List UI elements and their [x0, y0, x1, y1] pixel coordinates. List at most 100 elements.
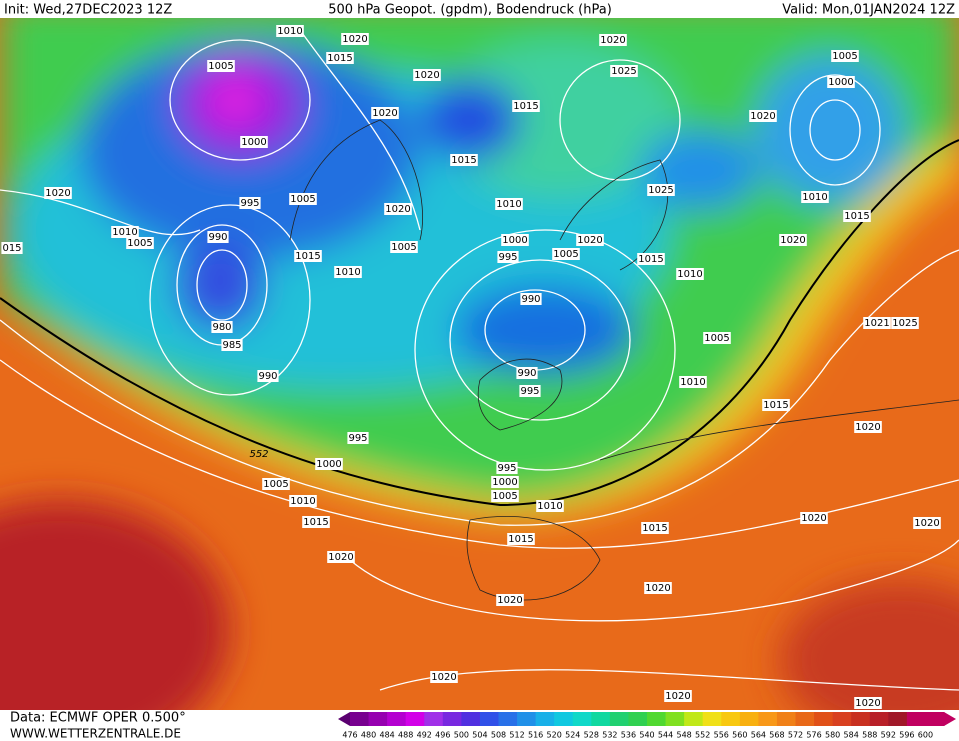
isobar-label-bg [430, 671, 458, 683]
isobar-label-bg [221, 339, 243, 351]
isobar-label: 1020 [431, 672, 456, 683]
colorbar-swatch [498, 712, 518, 726]
isobar-label: 1005 [832, 51, 857, 62]
colorbar-label: 516 [528, 731, 543, 740]
colorbar-swatch [832, 712, 852, 726]
isobar-label: 1020 [372, 108, 397, 119]
isobar-label: 1000 [502, 235, 527, 246]
colorbar-swatch [758, 712, 778, 726]
isobar-label-bg [315, 458, 343, 470]
colorbar-label: 564 [751, 731, 766, 740]
isobar-label: 1000 [492, 477, 517, 488]
isobar-label-bg [491, 490, 519, 502]
isobar-label-bg [507, 533, 535, 545]
isobar-label: 1020 [328, 552, 353, 563]
data-source: Data: ECMWF OPER 0.500° [10, 711, 186, 726]
colorbar-swatch [925, 712, 945, 726]
isobar-label-bg [497, 251, 519, 263]
colorbar-swatch [405, 712, 425, 726]
isobar-label: 1020 [342, 34, 367, 45]
colorbar-label: 500 [454, 731, 469, 740]
isobar-label-bg [512, 100, 540, 112]
colorbar-swatch [888, 712, 908, 726]
isobar-label-bg [800, 512, 828, 524]
colorbar-label: 592 [881, 731, 896, 740]
isobar-label: 1010 [290, 496, 315, 507]
colorbar-label: 588 [862, 731, 877, 740]
isobar-label: 1015 [451, 155, 476, 166]
isobar-label: 985 [222, 340, 241, 351]
isobar-label: 1020 [780, 235, 805, 246]
isobar-label-bg [239, 197, 261, 209]
colorbar-label: 544 [658, 731, 673, 740]
contour-label: 552 [249, 449, 268, 460]
isobar-label: 015 [2, 243, 21, 254]
colorbar-label: 520 [547, 731, 562, 740]
isobar-label: 1000 [316, 459, 341, 470]
colorbar-swatch [851, 712, 871, 726]
isobar-label: 1015 [642, 523, 667, 534]
colorbar-label: 496 [435, 731, 450, 740]
colorbar-swatch [665, 712, 685, 726]
colorbar-swatch [442, 712, 462, 726]
valid-label: Valid: Mon,01JAN2024 12Z [782, 3, 955, 18]
colorbar-label: 568 [769, 731, 784, 740]
colorbar-label: 596 [899, 731, 914, 740]
isobar-label-bg [552, 248, 580, 260]
isobar-label-bg [44, 187, 72, 199]
init-label: Init: Wed,27DEC2023 12Z [4, 3, 172, 18]
isobar-label-bg [599, 34, 627, 46]
isobar-label: 1015 [513, 101, 538, 112]
isobar-label: 1010 [680, 377, 705, 388]
isobar-label-bg [257, 370, 279, 382]
isobar-label-bg [913, 517, 941, 529]
colorbar-label: 484 [379, 731, 394, 740]
isobar-label-bg [111, 226, 139, 238]
isobar-label-bg [327, 551, 355, 563]
isobar-label-bg [1, 242, 23, 254]
isobar-label-bg [495, 198, 523, 210]
isobar-label: 1015 [303, 517, 328, 528]
isobar-label: 1000 [828, 77, 853, 88]
isobar-label-bg [536, 500, 564, 512]
isobar-label: 1010 [335, 267, 360, 278]
isobar-label: 1015 [763, 400, 788, 411]
isobar-label-bg [801, 191, 829, 203]
isobar-label: 1020 [600, 35, 625, 46]
colorbar-swatch [684, 712, 704, 726]
colorbar-swatch [535, 712, 555, 726]
isobar-label: 1020 [577, 235, 602, 246]
colorbar-label: 532 [602, 731, 617, 740]
isobar-label-bg [294, 250, 322, 262]
site-url: WWW.WETTERZENTRALE.DE [10, 727, 181, 741]
colorbar-swatch [554, 712, 574, 726]
colorbar-swatch [424, 712, 444, 726]
colorbar-swatch [702, 712, 722, 726]
colorbar-swatch [906, 712, 926, 726]
colorbar-label: 580 [825, 731, 840, 740]
colorbar-label: 508 [491, 731, 506, 740]
colorbar-label: 528 [584, 731, 599, 740]
colorbar-swatch [628, 712, 648, 726]
colorbar-swatch [814, 712, 834, 726]
colorbar-label: 488 [398, 731, 413, 740]
colorbar-swatch [517, 712, 537, 726]
isobar-label-bg [831, 50, 859, 62]
isobar-label: 1005 [492, 491, 517, 502]
isobar-label: 1005 [704, 333, 729, 344]
isobar-label-bg [516, 367, 538, 379]
isobar-label: 1005 [553, 249, 578, 260]
isobar-label: 1010 [496, 199, 521, 210]
colorbar-label: 512 [509, 731, 524, 740]
isobar-label: 995 [348, 433, 367, 444]
colorbar-swatch [869, 712, 889, 726]
isobar-label: 1025 [611, 66, 636, 77]
isobar-label-bg [827, 76, 855, 88]
isobar-label-bg [843, 210, 871, 222]
isobar-label-bg [289, 495, 317, 507]
isobar-label-bg [854, 697, 882, 709]
colorbar-label: 560 [732, 731, 747, 740]
isobar-label: 1005 [391, 242, 416, 253]
colorbar-label: 492 [417, 731, 432, 740]
isobar-label: 1025 [648, 185, 673, 196]
